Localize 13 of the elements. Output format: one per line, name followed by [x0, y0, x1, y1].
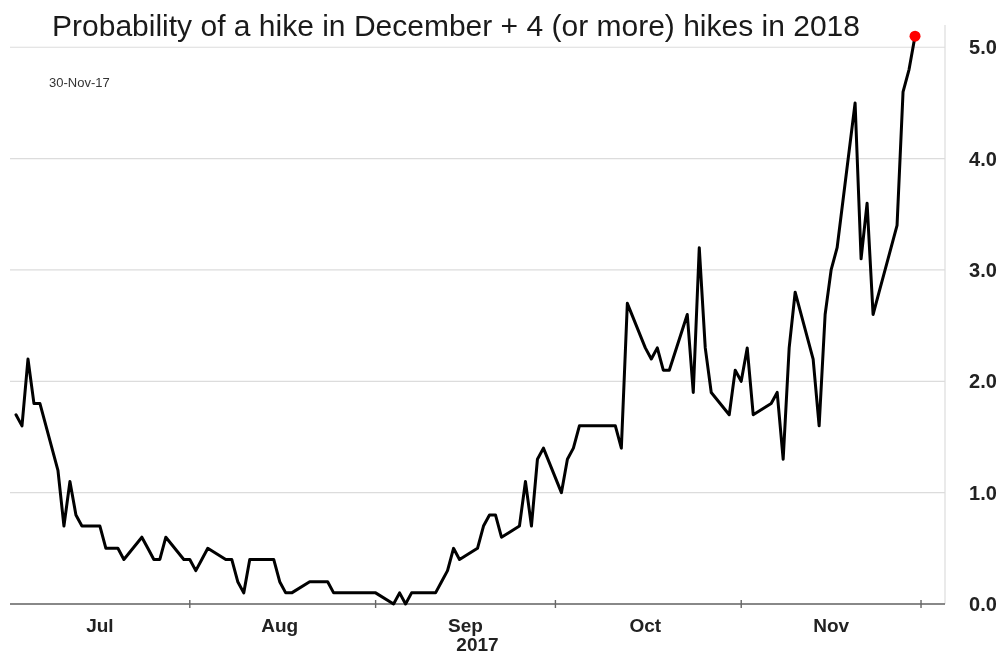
y-tick-label: 0.0	[969, 593, 997, 615]
x-tick-label: Jul	[86, 615, 114, 636]
chart-title: Probability of a hike in December + 4 (or more) hikes in 2018	[52, 9, 860, 42]
y-tick-label: 4.0	[969, 147, 997, 170]
x-tick-label: Sep	[448, 615, 483, 636]
y-tick-label: 2.0	[969, 370, 997, 393]
x-tick-label: Aug	[261, 615, 299, 636]
y-tick-label: 3.0	[969, 258, 997, 281]
x-tick-label: Nov	[813, 615, 850, 636]
x-tick-label: Oct	[629, 615, 662, 636]
y-tick-label: 5.0	[969, 36, 997, 59]
annotation: 30-Nov-17	[49, 75, 110, 90]
y-tick-label: 1.0	[969, 481, 997, 504]
